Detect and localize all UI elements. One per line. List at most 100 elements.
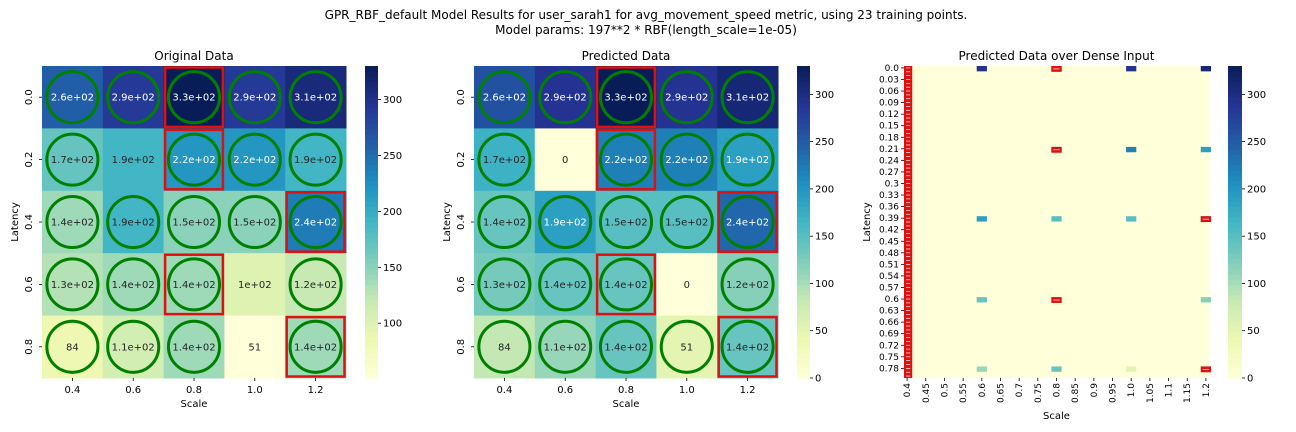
colorbar-segment [1228, 102, 1242, 109]
x-tick-label: 0.4 [496, 385, 512, 396]
dense-spike-cell [976, 66, 987, 72]
max-value-box [163, 66, 225, 129]
colorbar-segment [797, 372, 810, 379]
heatmap-cell [656, 253, 718, 317]
training-point-circle [288, 70, 343, 125]
y-tick-label: 0.4 [456, 214, 467, 230]
colorbar-segment [797, 216, 810, 223]
colorbar-tick-label: 300 [383, 95, 402, 106]
heatmap-cell [102, 253, 165, 317]
colorbar-segment [365, 170, 378, 176]
cell-label: 3.1e+02 [294, 93, 337, 104]
colorbar-segment [797, 315, 810, 322]
y-tick-label: 0.6 [24, 276, 35, 292]
colorbar-segment [365, 305, 378, 311]
x-tick-label: 1.0 [1127, 383, 1137, 398]
x-tick-label: 0.65 [996, 383, 1006, 403]
colorbar-segment [1228, 180, 1242, 187]
y-tick-label: 0.4 [24, 214, 35, 230]
training-point-circle [106, 70, 161, 125]
colorbar-segment [797, 133, 810, 140]
training-point-circle [720, 257, 775, 312]
heatmap-cell [534, 315, 597, 379]
colorbar-segment [797, 274, 810, 280]
max-value-box [595, 253, 657, 316]
training-point-circle [166, 70, 222, 125]
colorbar-segment [797, 180, 810, 187]
training-point-circle [477, 194, 532, 250]
colorbar-segment [797, 268, 810, 275]
training-point-circle [659, 132, 714, 187]
cell-label: 3.3e+02 [604, 93, 647, 104]
y-tick-label: 0.03 [879, 75, 899, 85]
colorbar-segment [1228, 362, 1242, 369]
max-value-box [285, 315, 346, 378]
y-tick-label: 0.0 [456, 89, 467, 105]
colorbar-segment [365, 346, 378, 353]
colorbar-segment [1228, 222, 1242, 228]
dense-spike-cell [1126, 366, 1137, 372]
colorbar-segment [365, 294, 378, 301]
colorbar-segment [365, 367, 378, 374]
heatmap-cell [224, 128, 286, 192]
colorbar-segment [1228, 175, 1242, 181]
colorbar-segment [1228, 237, 1242, 244]
colorbar-segment [365, 326, 378, 332]
heatmap-cell [163, 315, 225, 379]
colorbar-segment [365, 66, 378, 72]
colorbar-segment [1228, 128, 1242, 135]
colorbar-segment [797, 294, 810, 301]
training-point-circle [45, 319, 100, 374]
training-point-circle [720, 70, 775, 125]
y-tick-label: 0.48 [879, 249, 899, 259]
colorbar-2: 0 50 100 150 200 250 300 [1228, 66, 1266, 385]
dense-spike-cell [976, 297, 987, 303]
colorbar-segment [365, 263, 378, 270]
colorbar-segment [365, 253, 378, 259]
heatmap-cell [224, 253, 286, 317]
colorbar-segment [365, 123, 378, 129]
colorbar-segment [797, 279, 810, 285]
heatmap-cell [595, 253, 657, 317]
training-point-circle [166, 132, 222, 187]
colorbar-segment [797, 331, 810, 337]
colorbar-segment [797, 112, 810, 119]
training-point-circle [227, 132, 282, 187]
x-tick-label: 0.4 [64, 385, 80, 396]
heatmap-cell [656, 66, 718, 129]
colorbar-segment [365, 159, 378, 166]
colorbar-segment [1228, 315, 1242, 322]
colorbar-segment [797, 170, 810, 176]
training-point-circle [538, 70, 593, 125]
colorbar-segment [797, 336, 810, 343]
colorbar-segment [797, 206, 810, 213]
heatmap-cell [717, 190, 779, 254]
cell-label: 1.1e+02 [112, 342, 155, 353]
cell-label: 1.4e+02 [112, 280, 155, 291]
cell-label: 2.4e+02 [726, 218, 769, 229]
heatmap-cell [474, 66, 536, 129]
y-tick-label: 0.15 [879, 122, 899, 132]
colorbar-segment [365, 154, 378, 161]
colorbar-segment [797, 76, 810, 83]
cell-label: 1.4e+02 [172, 280, 215, 291]
colorbar-segment [797, 128, 810, 135]
colorbar-segment [365, 196, 378, 202]
heatmap-cell [474, 128, 536, 192]
y-tick-label: 0.27 [879, 168, 899, 178]
colorbar-segment [1228, 331, 1242, 337]
figure-title-line1: GPR_RBF_default Model Results for user_s… [325, 8, 968, 22]
colorbar-segment [365, 133, 378, 140]
colorbar-segment [365, 222, 378, 228]
colorbar-segment [1228, 76, 1242, 83]
colorbar-segment [1228, 284, 1242, 291]
colorbar-segment [365, 274, 378, 280]
heatmap-cell [534, 66, 597, 129]
colorbar-tick-label: 0 [815, 374, 821, 385]
x-tick-label: 0.8 [1053, 383, 1063, 398]
colorbar-segment [797, 248, 810, 254]
colorbar-segment [365, 336, 378, 343]
colorbar-segment [797, 102, 810, 109]
colorbar-segment [797, 284, 810, 291]
colorbar-segment [365, 206, 378, 213]
